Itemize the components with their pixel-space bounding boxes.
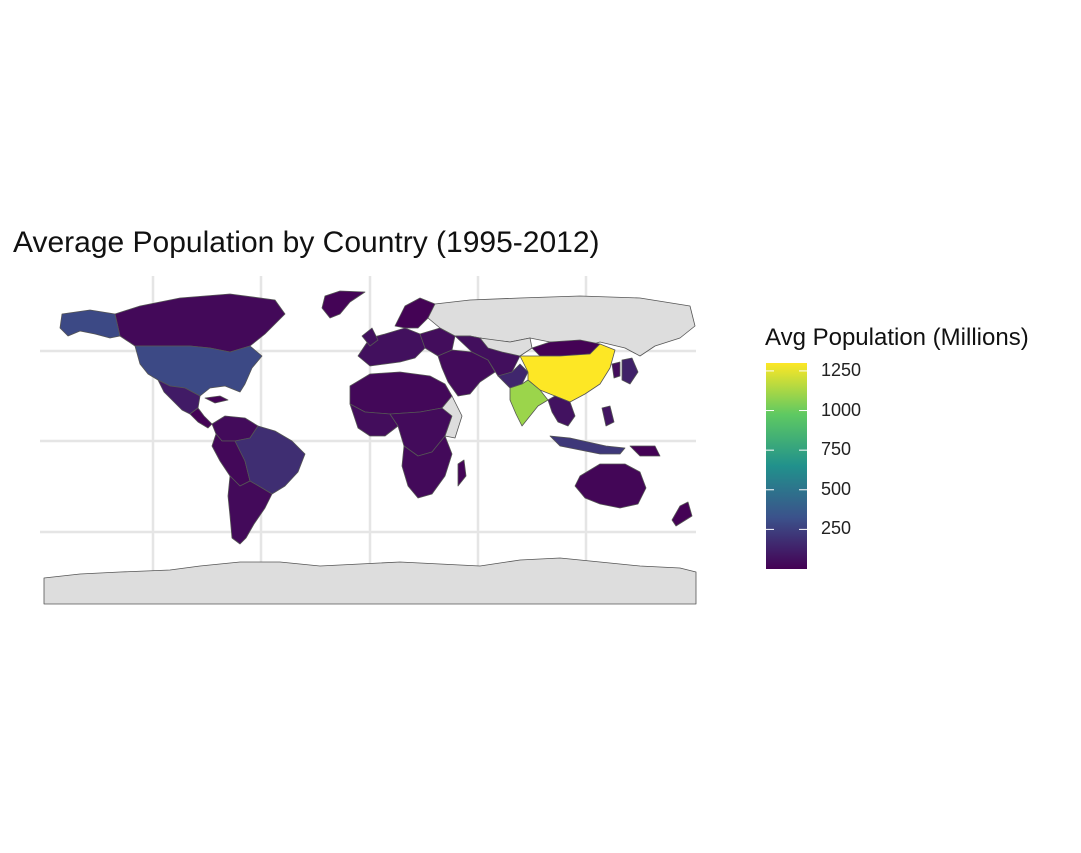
land-layer bbox=[43, 290, 697, 605]
map-svg bbox=[40, 276, 697, 605]
philippines-region bbox=[601, 405, 615, 427]
north-africa-region bbox=[349, 371, 453, 415]
uk-region bbox=[361, 327, 379, 347]
chart-title: Average Population by Country (1995-2012… bbox=[13, 226, 600, 259]
india-region bbox=[509, 379, 549, 427]
legend-tick-label: 250 bbox=[821, 518, 852, 539]
indonesia-region bbox=[549, 435, 626, 455]
madagascar-region bbox=[457, 459, 467, 487]
papua-region bbox=[629, 445, 661, 457]
australia-region bbox=[574, 463, 647, 509]
legend-tick-label: 1250 bbox=[821, 359, 862, 380]
color-legend: Avg Population (Millions) 1250 1000 750 … bbox=[765, 324, 1075, 584]
antarctica-region bbox=[43, 557, 697, 605]
legend-ticks bbox=[766, 370, 807, 530]
new-zealand-region bbox=[671, 501, 693, 527]
korea-region bbox=[611, 361, 621, 379]
legend-title: Avg Population (Millions) bbox=[765, 324, 1029, 351]
japan-region bbox=[621, 357, 639, 385]
southern-africa-region bbox=[401, 435, 453, 499]
canada-region bbox=[114, 293, 286, 353]
kazakhstan-region bbox=[479, 337, 533, 357]
legend-colorbar bbox=[766, 363, 807, 569]
legend-tick-label: 500 bbox=[821, 478, 852, 499]
southern-cone-region bbox=[227, 475, 273, 545]
legend-gradient bbox=[766, 363, 807, 569]
mongolia-region bbox=[531, 339, 601, 357]
greenland-region bbox=[321, 290, 366, 319]
legend-tick-label: 750 bbox=[821, 439, 852, 460]
legend-tick-label: 1000 bbox=[821, 399, 862, 420]
middle-east-region bbox=[437, 349, 496, 397]
southeast-asia-region bbox=[547, 395, 576, 427]
west-africa-region bbox=[349, 403, 399, 437]
caribbean-region bbox=[204, 395, 229, 404]
world-map bbox=[40, 276, 700, 608]
east-africa-region bbox=[441, 395, 463, 439]
scandinavia-region bbox=[394, 297, 436, 329]
alaska-region bbox=[59, 309, 121, 339]
